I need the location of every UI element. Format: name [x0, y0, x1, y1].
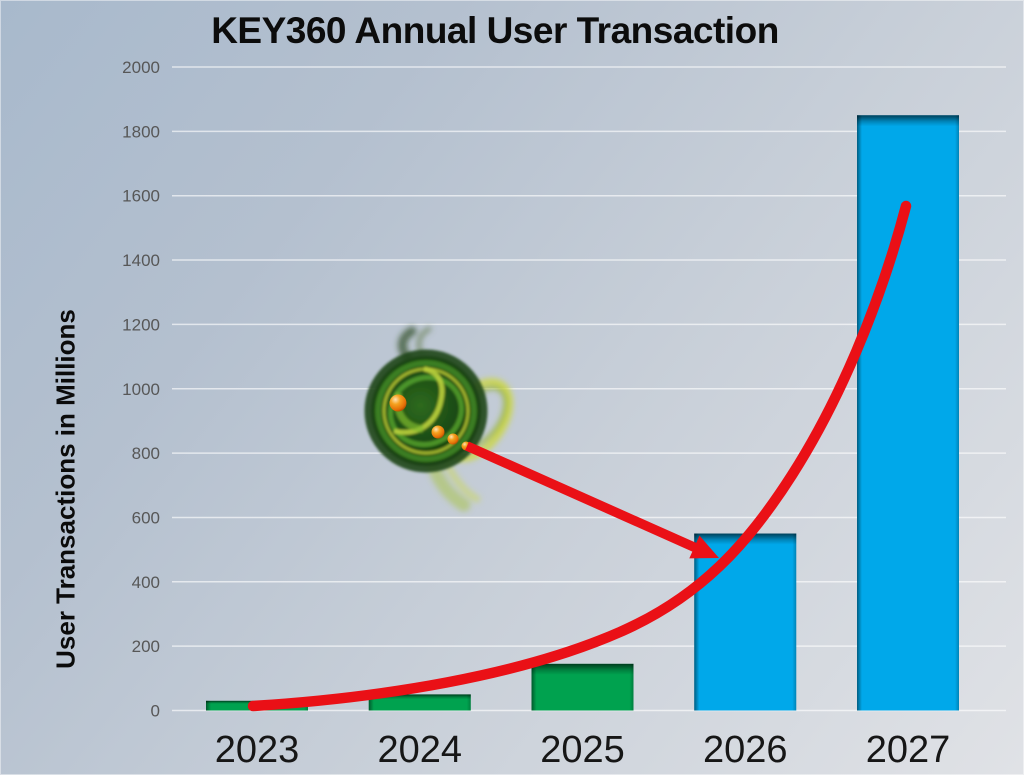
x-label-2024: 2024 — [377, 729, 462, 771]
logo-arrow — [465, 441, 719, 559]
y-tick-label-1200: 1200 — [122, 315, 160, 334]
y-tick-label-0: 0 — [151, 702, 160, 721]
y-tick-label-1600: 1600 — [122, 187, 160, 206]
bar-2024 — [368, 694, 471, 711]
bars — [206, 115, 959, 711]
y-tick-label-2000: 2000 — [122, 58, 160, 77]
bar-2025 — [531, 663, 634, 711]
growth-curve — [247, 200, 912, 712]
x-label-2026: 2026 — [703, 729, 788, 771]
y-tick-label-1400: 1400 — [122, 251, 160, 270]
key360-logo — [364, 326, 514, 512]
logo-orange-sphere — [447, 433, 459, 445]
x-label-2027: 2027 — [866, 729, 951, 771]
axis-labels: 0 200 400 600 800 1000 1200 1400 1600 1800 2000 202… — [122, 58, 950, 771]
x-label-2025: 2025 — [540, 729, 625, 771]
logo-orange-sphere — [431, 425, 445, 439]
y-tick-label-400: 400 — [132, 573, 160, 592]
logo-orange-sphere — [389, 394, 407, 412]
y-tick-label-1800: 1800 — [122, 122, 160, 141]
y-tick-label-1000: 1000 — [122, 380, 160, 399]
bar-2026 — [694, 533, 797, 711]
bar-2027 — [857, 115, 959, 711]
x-label-2023: 2023 — [215, 729, 300, 771]
y-tick-label-600: 600 — [132, 508, 160, 527]
y-tick-label-800: 800 — [132, 444, 160, 463]
y-tick-label-200: 200 — [132, 637, 160, 656]
chart-title: KEY360 Annual User Transaction — [211, 10, 779, 51]
